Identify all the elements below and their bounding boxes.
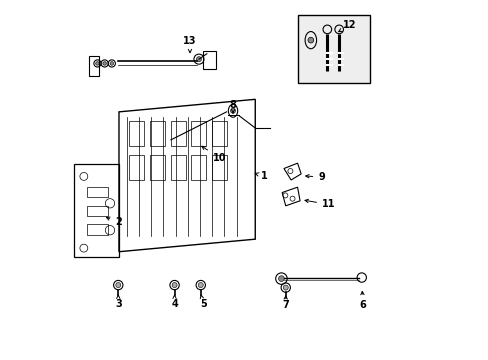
Text: 4: 4	[171, 295, 178, 309]
Circle shape	[278, 276, 284, 282]
Text: 2: 2	[106, 217, 122, 227]
Text: 3: 3	[115, 295, 122, 309]
Bar	[191, 155, 206, 180]
Circle shape	[283, 285, 287, 290]
Circle shape	[102, 62, 106, 65]
Circle shape	[198, 283, 203, 288]
Circle shape	[96, 62, 99, 65]
Circle shape	[116, 283, 121, 288]
Bar	[87, 206, 108, 216]
Circle shape	[196, 57, 201, 62]
Bar	[129, 155, 144, 180]
Text: 13: 13	[183, 36, 196, 53]
Circle shape	[307, 37, 313, 43]
Text: 10: 10	[202, 146, 225, 163]
Text: 5: 5	[200, 295, 206, 309]
Bar	[170, 121, 185, 146]
Circle shape	[110, 62, 113, 65]
Circle shape	[230, 108, 235, 113]
Text: 7: 7	[282, 296, 288, 310]
Bar	[149, 155, 164, 180]
Text: 9: 9	[305, 172, 325, 182]
Bar	[87, 187, 108, 197]
Bar	[170, 155, 185, 180]
Bar	[191, 121, 206, 146]
Bar	[129, 121, 144, 146]
Bar	[87, 225, 108, 234]
Bar	[212, 121, 227, 146]
Circle shape	[172, 283, 177, 288]
Text: 1: 1	[255, 171, 267, 181]
Bar	[212, 155, 227, 180]
Text: 8: 8	[229, 100, 236, 113]
Bar	[149, 121, 164, 146]
Text: 12: 12	[338, 20, 356, 32]
Bar	[298, 15, 369, 83]
Text: 11: 11	[305, 199, 335, 210]
Text: 6: 6	[359, 292, 366, 310]
